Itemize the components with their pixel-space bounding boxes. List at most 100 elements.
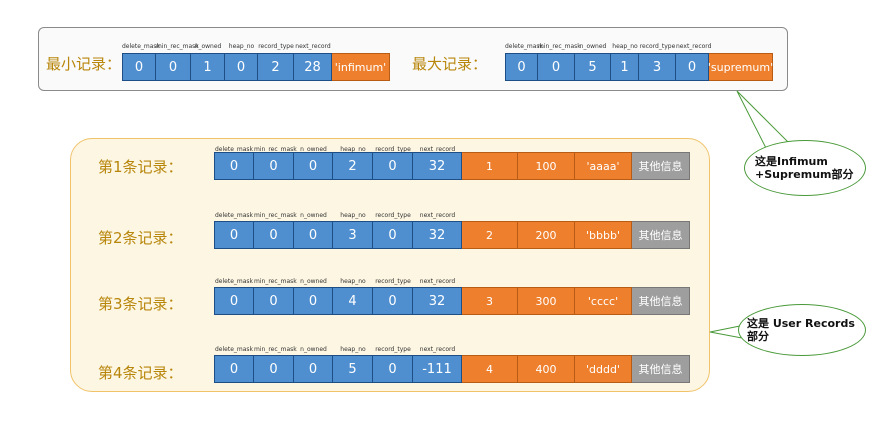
record-1-delete-mask: 0 (214, 152, 254, 180)
header-label-heap-no: heap_no (612, 43, 638, 50)
infimum-label: 最小记录： (46, 55, 122, 73)
header-label-delete-mask: delete_mask (122, 43, 161, 50)
supremum-header-labels: delete_mask min_rec_mask n_owned heap_no… (505, 43, 712, 53)
header-label-next-record: next_record (676, 43, 712, 50)
supremum-heap-no: 1 (611, 53, 639, 81)
record-2-heap-no: 3 (333, 221, 373, 249)
infimum-record-type: 2 (258, 53, 294, 81)
record-2-header-labels: delete_mask min_rec_mask n_owned heap_no… (214, 212, 462, 222)
record-4-col-2: 400 (518, 355, 575, 383)
record-2-col-2: 200 (518, 221, 575, 249)
record-1-col-2: 100 (518, 152, 575, 180)
record-4-record-type: 0 (373, 355, 413, 383)
record-1-other-info: 其他信息 (632, 152, 690, 180)
infimum-next-record: 28 (294, 53, 332, 81)
user-records-callout-text: 这是 User Records部分 (747, 317, 855, 343)
record-4-min-rec-mask: 0 (254, 355, 294, 383)
record-1-n-owned: 0 (294, 152, 333, 180)
header-label-next-record: next_record (419, 346, 456, 353)
record-4-col-3: 'dddd' (575, 355, 632, 383)
header-label-min-rec-mask: min_rec_mask (254, 146, 297, 153)
record-2-other-info: 其他信息 (632, 221, 690, 249)
record-3-delete-mask: 0 (214, 287, 254, 315)
record-2-label: 第2条记录： (98, 229, 183, 247)
record-4-delete-mask: 0 (214, 355, 254, 383)
infimum-record: 0 0 1 0 2 28 'infimum' (122, 53, 390, 81)
record-2-record-type: 0 (373, 221, 413, 249)
supremum-label: 最大记录： (412, 55, 488, 73)
header-label-next-record: next_record (295, 43, 331, 50)
header-label-delete-mask: delete_mask (214, 212, 254, 219)
record-1-col-3: 'aaaa' (575, 152, 632, 180)
record-3-col-3: 'cccc' (575, 287, 632, 315)
header-label-record-type: record_type (375, 146, 411, 153)
infimum-min-rec-mask: 0 (156, 53, 191, 81)
record-1-header-labels: delete_mask min_rec_mask n_owned heap_no… (214, 146, 462, 156)
record-2-col-3: 'bbbb' (575, 221, 632, 249)
record-4-label: 第4条记录： (98, 364, 183, 382)
record-3-heap-no: 4 (333, 287, 373, 315)
record-4-next-record: -111 (413, 355, 462, 383)
record-1-col-1: 1 (462, 152, 518, 180)
header-label-record-type: record_type (375, 278, 411, 285)
record-3-header-labels: delete_mask min_rec_mask n_owned heap_no… (214, 278, 462, 288)
record-3-label: 第3条记录： (98, 295, 183, 313)
infimum-delete-mask: 0 (122, 53, 156, 81)
header-label-heap-no: heap_no (340, 146, 366, 153)
supremum-next-record: 0 (676, 53, 709, 81)
infimum-supremum-callout: 这是Infimum +Supremum部分 (744, 140, 866, 196)
record-4-n-owned: 0 (294, 355, 333, 383)
header-label-delete-mask: delete_mask (214, 146, 254, 153)
record-3-min-rec-mask: 0 (254, 287, 294, 315)
supremum-n-owned: 5 (575, 53, 611, 81)
record-2-min-rec-mask: 0 (254, 221, 294, 249)
user-records-callout: 这是 User Records部分 (738, 304, 866, 356)
record-4-other-info: 其他信息 (632, 355, 690, 383)
header-label-next-record: next_record (419, 146, 456, 153)
record-1: 0 0 0 2 0 32 1 100 'aaaa' 其他信息 (214, 152, 690, 180)
record-3-other-info: 其他信息 (632, 287, 690, 315)
infimum-heap-no: 0 (225, 53, 258, 81)
header-label-heap-no: heap_no (340, 346, 366, 353)
record-3-record-type: 0 (373, 287, 413, 315)
header-label-n-owned: n_owned (579, 43, 607, 50)
record-4-heap-no: 5 (333, 355, 373, 383)
header-label-n-owned: n_owned (300, 278, 327, 285)
header-label-delete-mask: delete_mask (214, 346, 254, 353)
header-label-delete-mask: delete_mask (505, 43, 544, 50)
supremum-record: 0 0 5 1 3 0 'supremum' (505, 53, 773, 81)
record-3: 0 0 0 4 0 32 3 300 'cccc' 其他信息 (214, 287, 690, 315)
record-4-col-1: 4 (462, 355, 518, 383)
header-label-n-owned: n_owned (300, 146, 327, 153)
supremum-record-type: 3 (639, 53, 676, 81)
header-label-min-rec-mask: min_rec_mask (254, 346, 297, 353)
header-label-heap-no: heap_no (228, 43, 255, 50)
record-1-heap-no: 2 (333, 152, 373, 180)
record-2-n-owned: 0 (294, 221, 333, 249)
record-3-col-1: 3 (462, 287, 518, 315)
supremum-min-rec-mask: 0 (538, 53, 575, 81)
header-label-min-rec-mask: min_rec_mask (156, 43, 199, 50)
record-1-record-type: 0 (373, 152, 413, 180)
header-label-min-rec-mask: min_rec_mask (254, 212, 297, 219)
record-4: 0 0 0 5 0 -111 4 400 'dddd' 其他信息 (214, 355, 690, 383)
header-label-record-type: record_type (375, 346, 411, 353)
header-label-delete-mask: delete_mask (214, 278, 254, 285)
header-label-record-type: record_type (639, 43, 676, 50)
header-label-min-rec-mask: min_rec_mask (254, 278, 297, 285)
record-2-delete-mask: 0 (214, 221, 254, 249)
header-label-n-owned: n_owned (194, 43, 222, 50)
record-3-col-2: 300 (518, 287, 575, 315)
header-label-heap-no: heap_no (340, 278, 366, 285)
record-3-next-record: 32 (413, 287, 462, 315)
record-2: 0 0 0 3 0 32 2 200 'bbbb' 其他信息 (214, 221, 690, 249)
infimum-supremum-callout-text: 这是Infimum +Supremum部分 (755, 155, 854, 181)
infimum-data: 'infimum' (332, 53, 390, 81)
record-3-n-owned: 0 (294, 287, 333, 315)
record-4-header-labels: delete_mask min_rec_mask n_owned heap_no… (214, 346, 462, 356)
header-label-heap-no: heap_no (340, 212, 366, 219)
header-label-n-owned: n_owned (300, 346, 327, 353)
user-records-container (70, 138, 710, 392)
header-label-min-rec-mask: min_rec_mask (538, 43, 581, 50)
